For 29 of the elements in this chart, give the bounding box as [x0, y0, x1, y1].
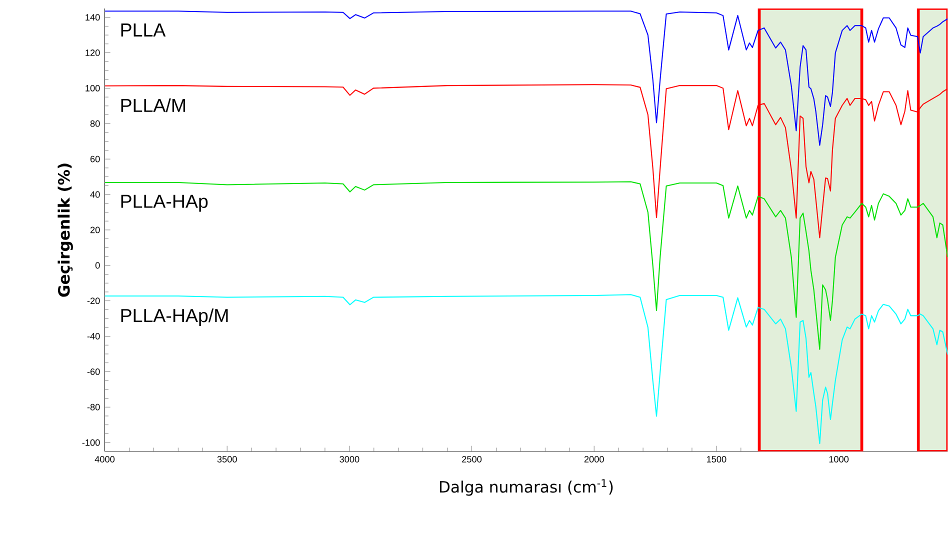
x-axis-title: Dalga numarası (cm$^{-1}$) [440, 479, 613, 496]
x-tick-label: 3500 [217, 456, 237, 462]
y-tick-label: -40 [87, 332, 100, 340]
y-tick-label: -100 [82, 439, 100, 446]
line-series [104, 294, 948, 444]
series-label: PLLA [121, 23, 166, 36]
x-tick-label: 4000 [94, 456, 115, 462]
y-tick-label: 80 [90, 120, 100, 127]
y-tick-label: 100 [86, 84, 100, 92]
series-label: PLLA-HAp [121, 194, 208, 212]
y-tick-label: 40 [90, 191, 100, 198]
x-tick-label: 3000 [340, 456, 360, 462]
y-axis-title: Geçirgenlik (%) [58, 163, 73, 297]
y-tick-label: -60 [87, 368, 100, 375]
y-tick-label: 140 [86, 14, 100, 20]
y-tick-label: 60 [90, 156, 100, 162]
series-label: PLLA-HAp/M [121, 308, 228, 326]
x-tick-label: 2500 [462, 456, 482, 462]
y-tick-label: 20 [90, 226, 100, 233]
line-series [104, 180, 948, 350]
x-tick-label: 1000 [829, 456, 849, 462]
y-tick-label: 0 [95, 262, 100, 268]
series-label: PLLA/M [121, 98, 185, 112]
line-series [104, 10, 948, 146]
y-tick-label: -20 [87, 297, 100, 304]
y-tick-label: 120 [86, 49, 100, 56]
x-tick-label: 2000 [584, 456, 604, 462]
x-tick-label: 1500 [707, 456, 726, 462]
y-tick-label: -80 [87, 404, 100, 410]
